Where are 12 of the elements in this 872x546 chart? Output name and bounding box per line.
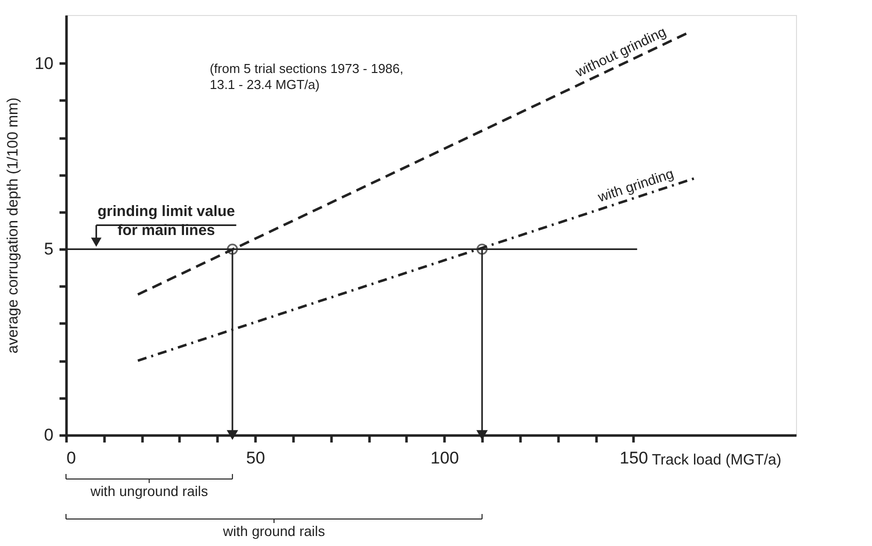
text: with ground rails	[222, 523, 325, 539]
text: with unground rails	[89, 483, 208, 499]
annotation: (from 5 trial sections 1973 - 1986, 13.1 - 23.4 MGT/a)	[210, 61, 404, 92]
x-axis-title: Track load (MGT/a)	[652, 452, 782, 468]
x-tick-label: 50	[246, 448, 266, 468]
y-tick-label: 0	[44, 426, 54, 444]
y-axis-title: average corrugation depth (1/100 mm)	[4, 98, 22, 354]
y-tick-label: 5	[44, 240, 54, 259]
x-tick-label: 150	[620, 448, 648, 468]
x-tick-label: 0	[66, 448, 76, 468]
x-tick-label: 100	[430, 448, 459, 468]
y-tick-label: 10	[34, 54, 54, 73]
